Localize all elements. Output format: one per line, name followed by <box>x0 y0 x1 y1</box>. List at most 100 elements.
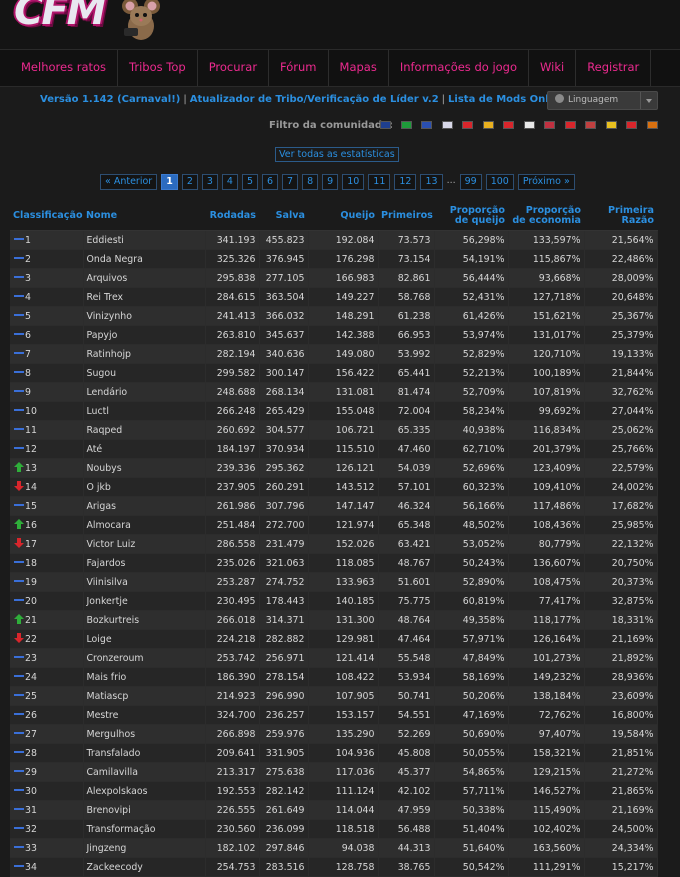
rank-unchanged-icon <box>14 348 24 358</box>
rounds-cell: 230.560 <box>205 819 260 839</box>
page-link[interactable]: 7 <box>282 174 299 190</box>
page-link[interactable]: 3 <box>201 174 218 190</box>
nav-item[interactable]: Informações do jogo <box>389 50 530 86</box>
player-name-link[interactable]: Luctl <box>83 401 206 421</box>
br-flag-icon[interactable] <box>400 121 412 129</box>
all-stats-button[interactable]: Ver todas as estatísticas <box>275 147 399 162</box>
page-link[interactable]: 5 <box>241 174 258 190</box>
saves-header[interactable]: Salva <box>259 202 308 231</box>
player-name-link[interactable]: Arigas <box>83 496 206 516</box>
saves-cell: 277.105 <box>259 268 309 288</box>
es-flag-icon[interactable] <box>482 121 494 129</box>
nav-item[interactable]: Melhores ratos <box>0 50 119 86</box>
page-link[interactable]: 9 <box>322 174 339 190</box>
page-link[interactable]: 8 <box>302 174 319 190</box>
rank-header[interactable]: Classificação <box>10 202 83 231</box>
nav-item[interactable]: Mapas <box>329 50 389 86</box>
online-mods-link[interactable]: Lista de Mods Online <box>448 94 567 105</box>
rank-unchanged-icon <box>14 671 24 681</box>
sg-flag-icon[interactable] <box>626 121 637 129</box>
player-name-link[interactable]: Victor Luiz <box>83 534 206 554</box>
page-link[interactable]: 1 <box>161 174 178 190</box>
save-ratio-cell: 158,321% <box>508 743 585 763</box>
player-name-link[interactable]: Cronzeroum <box>83 648 206 668</box>
page-link[interactable]: 6 <box>262 174 279 190</box>
page-link[interactable]: 4 <box>221 174 238 190</box>
fr-flag-icon[interactable] <box>421 121 432 129</box>
player-name-link[interactable]: Transformação <box>83 819 206 839</box>
player-name-link[interactable]: Sugou <box>83 363 206 383</box>
player-name-link[interactable]: Rei Trex <box>83 287 206 307</box>
player-name-link[interactable]: Onda Negra <box>83 249 206 269</box>
player-name-link[interactable]: Mergulhos <box>83 724 206 744</box>
rank-cell: 5 <box>10 306 84 326</box>
player-name-link[interactable]: Alexpolskaos <box>83 781 206 801</box>
firsts-cell: 66.953 <box>378 325 435 345</box>
de-flag-icon[interactable] <box>646 121 658 129</box>
player-name-link[interactable]: Noubys <box>83 458 206 478</box>
nl-flag-icon[interactable] <box>544 121 555 129</box>
ro-flag-icon[interactable] <box>605 121 617 129</box>
rank-cell: 1 <box>10 230 84 250</box>
player-name-link[interactable]: Brenovipi <box>83 800 206 820</box>
gb-flag-icon[interactable] <box>380 121 391 129</box>
player-name-link[interactable]: O jkb <box>83 477 206 497</box>
rank-cell: 31 <box>10 800 84 820</box>
cn-flag-icon[interactable] <box>503 121 514 129</box>
player-name-link[interactable]: Viinisilva <box>83 572 206 592</box>
player-name-link[interactable]: Camilavilla <box>83 762 206 782</box>
rounds-header[interactable]: Rodadas <box>205 202 259 231</box>
page-link[interactable]: 99 <box>459 174 482 190</box>
table-row: 23 Cronzeroum 253.742 256.971 121.414 55.548 4… <box>10 648 658 668</box>
ru-flag-icon[interactable] <box>441 121 453 129</box>
id-flag-icon[interactable] <box>564 121 576 129</box>
player-name-link[interactable]: Papyjo <box>83 325 206 345</box>
player-name-link[interactable]: Mais frio <box>83 667 206 687</box>
player-name-link[interactable]: Jonkertje <box>83 591 206 611</box>
player-name-link[interactable]: Arquivos <box>83 268 206 288</box>
save-ratio-header[interactable]: Proporção de economia <box>508 202 584 231</box>
tribe-updater-link[interactable]: Atualizador de Tribo/Verificação de Líde… <box>189 94 439 105</box>
player-name-link[interactable]: Matiascp <box>83 686 206 706</box>
player-name-link[interactable]: Transfalado <box>83 743 206 763</box>
player-name-link[interactable]: Raqped <box>83 420 206 440</box>
player-name-link[interactable]: Almocara <box>83 515 206 535</box>
cheese-header[interactable]: Queijo <box>308 202 378 231</box>
player-name-link[interactable]: Jingzeng <box>83 838 206 858</box>
page-link[interactable]: 10 <box>342 174 365 190</box>
page-link[interactable]: 11 <box>368 174 391 190</box>
page-link[interactable]: 2 <box>181 174 198 190</box>
tr-flag-icon[interactable] <box>462 121 473 129</box>
language-select[interactable]: Linguagem <box>547 91 658 110</box>
player-name-link[interactable]: Loige <box>83 629 206 649</box>
version-link[interactable]: Versão 1.142 (Carnaval!) <box>40 94 181 105</box>
firsts-cell: 47.959 <box>378 800 435 820</box>
nav-item[interactable]: Procurar <box>198 50 270 86</box>
player-name-link[interactable]: Ratinhojp <box>83 344 206 364</box>
page-link[interactable]: 13 <box>420 174 443 190</box>
name-header[interactable]: Nome <box>83 202 205 231</box>
nav-item[interactable]: Fórum <box>269 50 329 86</box>
nav-item[interactable]: Wiki <box>529 50 577 86</box>
site-logo[interactable]: CFM <box>14 0 106 34</box>
nav-item[interactable]: Tribos Top <box>118 50 198 86</box>
player-name-link[interactable]: Vinizynho <box>83 306 206 326</box>
pl-flag-icon[interactable] <box>523 121 535 129</box>
page-link[interactable]: 12 <box>394 174 417 190</box>
page-link[interactable]: 100 <box>485 174 514 190</box>
next-page-button[interactable]: Próximo » <box>517 174 575 190</box>
hu-flag-icon[interactable] <box>585 121 596 129</box>
nav-item[interactable]: Registrar <box>576 50 652 86</box>
player-name-link[interactable]: Zackeecody <box>83 857 206 877</box>
player-name-link[interactable]: Eddiesti <box>83 230 206 250</box>
firsts-cell: 47.464 <box>378 629 435 649</box>
player-name-link[interactable]: Mestre <box>83 705 206 725</box>
first-ratio-header[interactable]: Primeira Razão <box>584 202 657 231</box>
cheese-ratio-header[interactable]: Proporção de queijo <box>434 202 508 231</box>
player-name-link[interactable]: Até <box>83 439 206 459</box>
player-name-link[interactable]: Bozkurtreis <box>83 610 206 630</box>
player-name-link[interactable]: Lendário <box>83 382 206 402</box>
firsts-header[interactable]: Primeiros <box>378 202 434 231</box>
prev-page-button[interactable]: « Anterior <box>100 174 158 190</box>
player-name-link[interactable]: Fajardos <box>83 553 206 573</box>
